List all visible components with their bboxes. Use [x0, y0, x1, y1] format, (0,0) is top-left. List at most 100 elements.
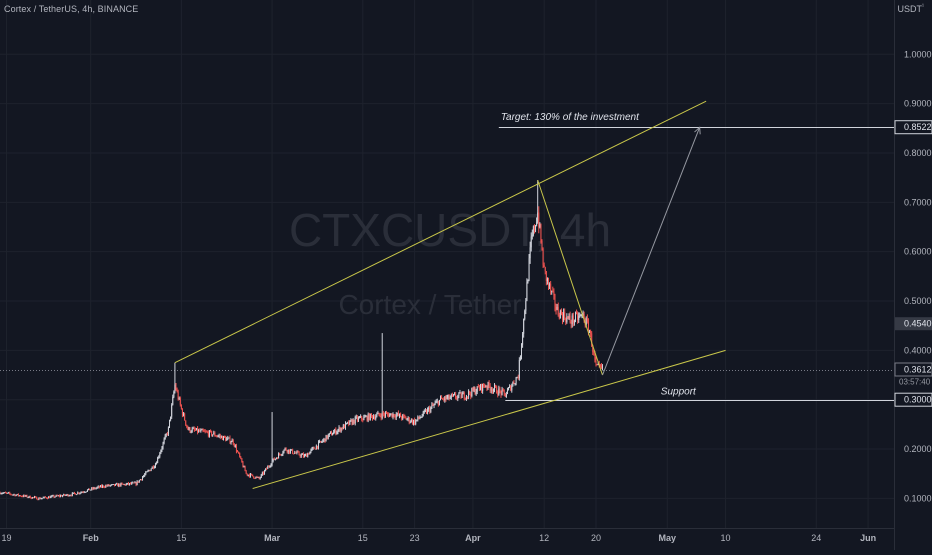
time-tick-label: 24 [811, 533, 821, 543]
candle-body [574, 313, 576, 321]
candle-body [456, 397, 458, 399]
candle-body [506, 389, 508, 394]
candle-body [285, 448, 287, 451]
candle-body [171, 404, 173, 417]
candle-body [489, 386, 491, 391]
candle-body [126, 482, 128, 484]
candle-body [245, 471, 247, 474]
candle-body [84, 491, 86, 493]
candle-body [452, 394, 454, 396]
candle-body [330, 432, 332, 436]
target-price-tag: 0.8522 [904, 122, 932, 132]
candle-body [271, 461, 273, 465]
mid-price-tag: 0.4540 [904, 319, 932, 329]
candle-body [457, 395, 459, 399]
candle-body [5, 492, 7, 494]
candle-body [85, 491, 87, 493]
candle-body [475, 391, 477, 395]
candle-body [280, 454, 282, 456]
candle-body [118, 483, 120, 487]
candle-body [4, 492, 6, 494]
candle-body [339, 427, 341, 432]
candle-body [485, 386, 487, 388]
candle-body [115, 483, 117, 486]
candle-body [435, 401, 437, 403]
candle-body [102, 485, 104, 488]
candle-body [120, 483, 122, 486]
candle-body [107, 484, 109, 486]
candle-body [49, 496, 51, 499]
candle-body [487, 382, 489, 388]
candle-body [522, 333, 524, 345]
candle-body [129, 483, 131, 485]
candle-body [364, 416, 366, 418]
candle-body [261, 472, 263, 475]
candle-body [596, 364, 598, 366]
candle-body [122, 483, 124, 485]
candle-body [414, 419, 416, 425]
candle-body [64, 494, 66, 496]
candle-body [251, 473, 253, 475]
candle-body [321, 441, 323, 443]
price-axis-panel [894, 0, 932, 550]
time-tick-label: 19 [1, 533, 11, 543]
candle-body [386, 413, 388, 415]
drawings[interactable] [174, 100, 726, 490]
candle-body [513, 382, 515, 384]
symbol-title[interactable]: Cortex / TetherUS, 4h, BINANCE [4, 4, 139, 14]
candle-body [474, 388, 476, 395]
candle-body [441, 396, 443, 399]
target-price-tag-bg [894, 120, 932, 135]
candle-body [444, 396, 446, 401]
candle-body [301, 454, 303, 456]
candle-body [281, 454, 283, 456]
candle-body [74, 492, 75, 494]
candle-body [47, 498, 49, 500]
candle-body [193, 428, 195, 430]
annotations: Target: 130% of the investment Support [501, 112, 697, 397]
countdown-label: 03:57:40 [899, 378, 931, 387]
candle-body [136, 481, 138, 485]
candle-body [98, 486, 100, 488]
watermark: CTXCUSDT, 4h Cortex / Tether [289, 204, 611, 320]
candle-body [325, 435, 327, 442]
candle-body [91, 487, 93, 490]
candle-body [76, 494, 78, 496]
candle-body [166, 433, 168, 435]
candle-body [266, 468, 268, 470]
candle-body [305, 454, 307, 456]
candle-body [564, 312, 566, 319]
candle-body [177, 391, 179, 400]
candle-body [504, 393, 506, 397]
candle-body [194, 429, 196, 431]
channel-lower-line [252, 349, 726, 490]
candle-body [70, 495, 72, 497]
candle-body [577, 313, 579, 320]
candle-body [3, 492, 5, 494]
candle-body [94, 487, 96, 489]
candle-body [540, 224, 542, 243]
candle-body [25, 495, 27, 497]
candle-body [26, 495, 28, 498]
candle-body [433, 404, 435, 406]
candle-body [31, 497, 33, 499]
candle-body [479, 384, 481, 390]
candle-body [362, 419, 364, 421]
candle-body [219, 435, 221, 437]
candles[interactable] [0, 180, 603, 501]
candle-body [57, 495, 59, 497]
candle-body [239, 453, 241, 457]
candle-body [204, 431, 206, 433]
candle-body [367, 414, 369, 421]
candle-body [335, 429, 337, 434]
channel-upper-line [174, 100, 707, 364]
candle-body [220, 436, 222, 438]
candle-body [32, 497, 34, 499]
candle-body [578, 316, 580, 320]
candle-body [287, 449, 289, 453]
currency-label[interactable]: USDT¹ [898, 4, 925, 14]
candle-body [248, 474, 250, 477]
